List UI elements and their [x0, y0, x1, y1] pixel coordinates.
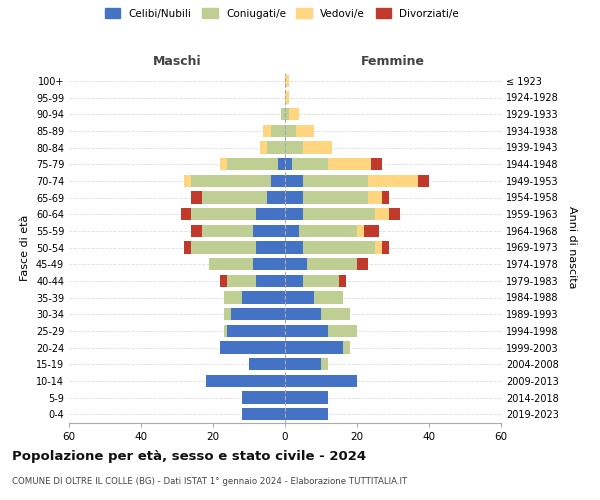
Bar: [227, 158, 278, 170]
Bar: [328, 324, 357, 337]
Bar: [202, 191, 267, 204]
Bar: [418, 174, 429, 187]
Bar: [364, 224, 379, 237]
Bar: [209, 258, 253, 270]
Bar: [285, 91, 289, 104]
Bar: [375, 242, 382, 254]
Bar: [191, 224, 202, 237]
Bar: [242, 291, 285, 304]
Bar: [191, 242, 256, 254]
Bar: [285, 191, 303, 204]
Bar: [285, 174, 303, 187]
Bar: [253, 258, 285, 270]
Bar: [184, 242, 191, 254]
Bar: [271, 124, 285, 137]
Y-axis label: Fasce di età: Fasce di età: [20, 214, 30, 280]
Bar: [292, 158, 328, 170]
Bar: [299, 224, 357, 237]
Bar: [339, 274, 346, 287]
Bar: [202, 224, 253, 237]
Bar: [267, 191, 285, 204]
Bar: [206, 374, 285, 387]
Bar: [285, 358, 321, 370]
Bar: [357, 224, 364, 237]
Bar: [382, 191, 389, 204]
Bar: [285, 74, 289, 87]
Bar: [303, 174, 368, 187]
Bar: [285, 341, 343, 354]
Bar: [285, 291, 314, 304]
Bar: [184, 174, 191, 187]
Bar: [285, 242, 303, 254]
Bar: [220, 341, 285, 354]
Bar: [303, 274, 339, 287]
Bar: [224, 324, 227, 337]
Bar: [368, 191, 382, 204]
Bar: [303, 242, 375, 254]
Bar: [260, 141, 267, 154]
Bar: [256, 274, 285, 287]
Bar: [267, 141, 285, 154]
Bar: [249, 358, 285, 370]
Bar: [303, 191, 368, 204]
Text: Femmine: Femmine: [361, 54, 425, 68]
Bar: [285, 374, 357, 387]
Bar: [256, 208, 285, 220]
Bar: [227, 324, 285, 337]
Bar: [285, 108, 289, 120]
Bar: [321, 358, 328, 370]
Bar: [181, 208, 191, 220]
Bar: [285, 308, 321, 320]
Bar: [389, 208, 400, 220]
Bar: [343, 341, 350, 354]
Bar: [303, 141, 332, 154]
Bar: [224, 291, 242, 304]
Bar: [303, 208, 375, 220]
Bar: [231, 308, 285, 320]
Bar: [321, 308, 350, 320]
Text: Maschi: Maschi: [152, 54, 202, 68]
Bar: [242, 408, 285, 420]
Bar: [307, 258, 357, 270]
Bar: [224, 308, 231, 320]
Bar: [285, 258, 307, 270]
Bar: [285, 158, 292, 170]
Text: Popolazione per età, sesso e stato civile - 2024: Popolazione per età, sesso e stato civil…: [12, 450, 366, 463]
Bar: [296, 124, 314, 137]
Bar: [328, 158, 371, 170]
Bar: [191, 174, 271, 187]
Bar: [281, 108, 285, 120]
Bar: [227, 274, 256, 287]
Bar: [285, 141, 303, 154]
Bar: [278, 158, 285, 170]
Bar: [368, 174, 418, 187]
Bar: [371, 158, 382, 170]
Bar: [285, 208, 303, 220]
Bar: [285, 124, 296, 137]
Bar: [220, 274, 227, 287]
Bar: [271, 174, 285, 187]
Bar: [253, 224, 285, 237]
Bar: [375, 208, 389, 220]
Bar: [285, 324, 328, 337]
Bar: [289, 108, 299, 120]
Bar: [357, 258, 368, 270]
Bar: [263, 124, 271, 137]
Legend: Celibi/Nubili, Coniugati/e, Vedovi/e, Divorziati/e: Celibi/Nubili, Coniugati/e, Vedovi/e, Di…: [101, 5, 463, 21]
Bar: [285, 391, 328, 404]
Bar: [220, 158, 227, 170]
Bar: [191, 191, 202, 204]
Bar: [314, 291, 343, 304]
Bar: [191, 208, 256, 220]
Bar: [382, 242, 389, 254]
Bar: [256, 242, 285, 254]
Bar: [285, 274, 303, 287]
Bar: [285, 408, 328, 420]
Bar: [242, 391, 285, 404]
Bar: [285, 224, 299, 237]
Y-axis label: Anni di nascita: Anni di nascita: [567, 206, 577, 288]
Text: COMUNE DI OLTRE IL COLLE (BG) - Dati ISTAT 1° gennaio 2024 - Elaborazione TUTTIT: COMUNE DI OLTRE IL COLLE (BG) - Dati IST…: [12, 478, 407, 486]
